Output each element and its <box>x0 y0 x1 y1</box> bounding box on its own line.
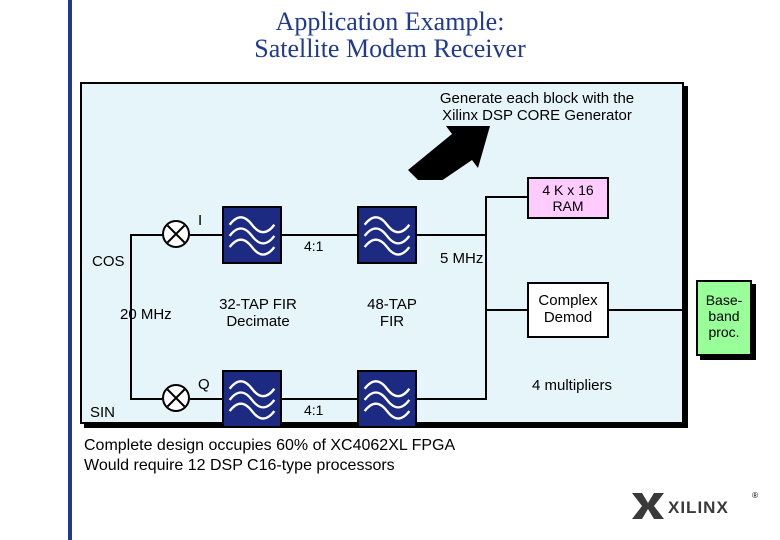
title-line-2: Satellite Modem Receiver <box>254 34 525 63</box>
cos-label: COS <box>92 253 125 270</box>
slide-title: Application Example: Satellite Modem Rec… <box>0 8 780 63</box>
multipliers-label: 4 multipliers <box>532 377 612 394</box>
diagram-panel: Generate each block with the Xilinx DSP … <box>80 82 684 424</box>
fir-box-q2 <box>357 370 417 428</box>
mixer-q <box>162 384 190 412</box>
wire-q-2 <box>282 398 357 400</box>
demod-block: Complex Demod <box>527 282 609 338</box>
bus-vline <box>485 196 487 400</box>
ratio-q: 4:1 <box>304 402 323 418</box>
baseband-label: Base- band proc. <box>706 292 743 340</box>
arrow-icon <box>402 120 492 180</box>
fir48-label: 48-TAP FIR <box>357 297 427 330</box>
mixer-i <box>162 220 190 248</box>
q-label: Q <box>198 376 210 393</box>
ratio-i: 4:1 <box>304 238 323 254</box>
cos-hline <box>130 234 162 236</box>
title-line-1: Application Example: <box>276 7 505 36</box>
xilinx-logo: XILINX ® <box>632 491 758 526</box>
bus-to-ram <box>485 196 527 198</box>
sin-hline <box>130 398 162 400</box>
fir-box-q1 <box>222 370 282 428</box>
wire-i-3 <box>417 234 485 236</box>
fir32-label: 32-TAP FIR Decimate <box>210 297 306 330</box>
wire-q-1 <box>190 398 222 400</box>
footer-text: Complete design occupies 60% of XC4062XL… <box>84 436 546 476</box>
ram-block: 4 K x 16 RAM <box>527 177 609 219</box>
trademark: ® <box>752 491 758 500</box>
demod-label: Complex Demod <box>538 292 597 326</box>
left-rule <box>68 0 72 540</box>
fir-box-i2 <box>357 206 417 264</box>
wire-i-1 <box>190 234 222 236</box>
wire-q-3 <box>417 398 485 400</box>
wire-demod-out <box>609 309 686 311</box>
ram-label: 4 K x 16 RAM <box>542 182 593 214</box>
fir-box-i1 <box>222 206 282 264</box>
freq-5mhz: 5 MHz <box>440 250 483 267</box>
baseband-block: Base- band proc. <box>696 280 752 356</box>
i-label: I <box>198 212 202 229</box>
bus-to-demod <box>485 309 527 311</box>
sin-label: SIN <box>90 404 115 421</box>
wire-i-2 <box>282 234 357 236</box>
svg-text:XILINX: XILINX <box>668 498 729 517</box>
freq-20mhz: 20 MHz <box>120 306 172 323</box>
